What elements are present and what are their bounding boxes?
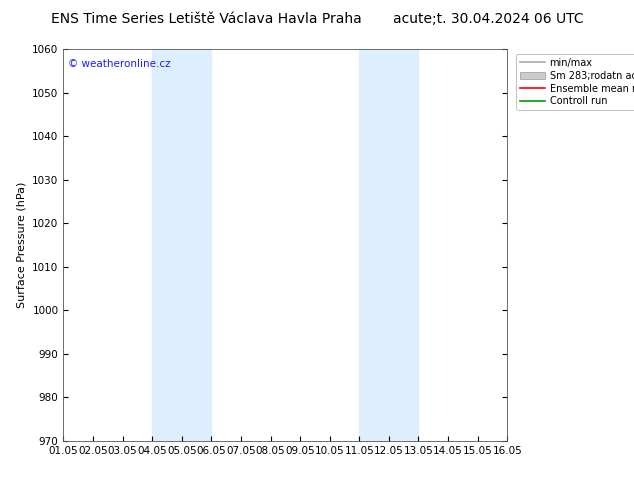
Y-axis label: Surface Pressure (hPa): Surface Pressure (hPa) bbox=[16, 182, 27, 308]
Text: ENS Time Series Letiště Václava Havla Praha: ENS Time Series Letiště Václava Havla Pr… bbox=[51, 12, 361, 26]
Bar bbox=[389, 49, 418, 441]
Bar bbox=[182, 49, 211, 441]
Text: acute;t. 30.04.2024 06 UTC: acute;t. 30.04.2024 06 UTC bbox=[392, 12, 583, 26]
Bar bbox=[152, 49, 182, 441]
Bar bbox=[359, 49, 389, 441]
Legend: min/max, Sm 283;rodatn acute; odchylka, Ensemble mean run, Controll run: min/max, Sm 283;rodatn acute; odchylka, … bbox=[517, 54, 634, 110]
Text: © weatheronline.cz: © weatheronline.cz bbox=[68, 59, 171, 69]
